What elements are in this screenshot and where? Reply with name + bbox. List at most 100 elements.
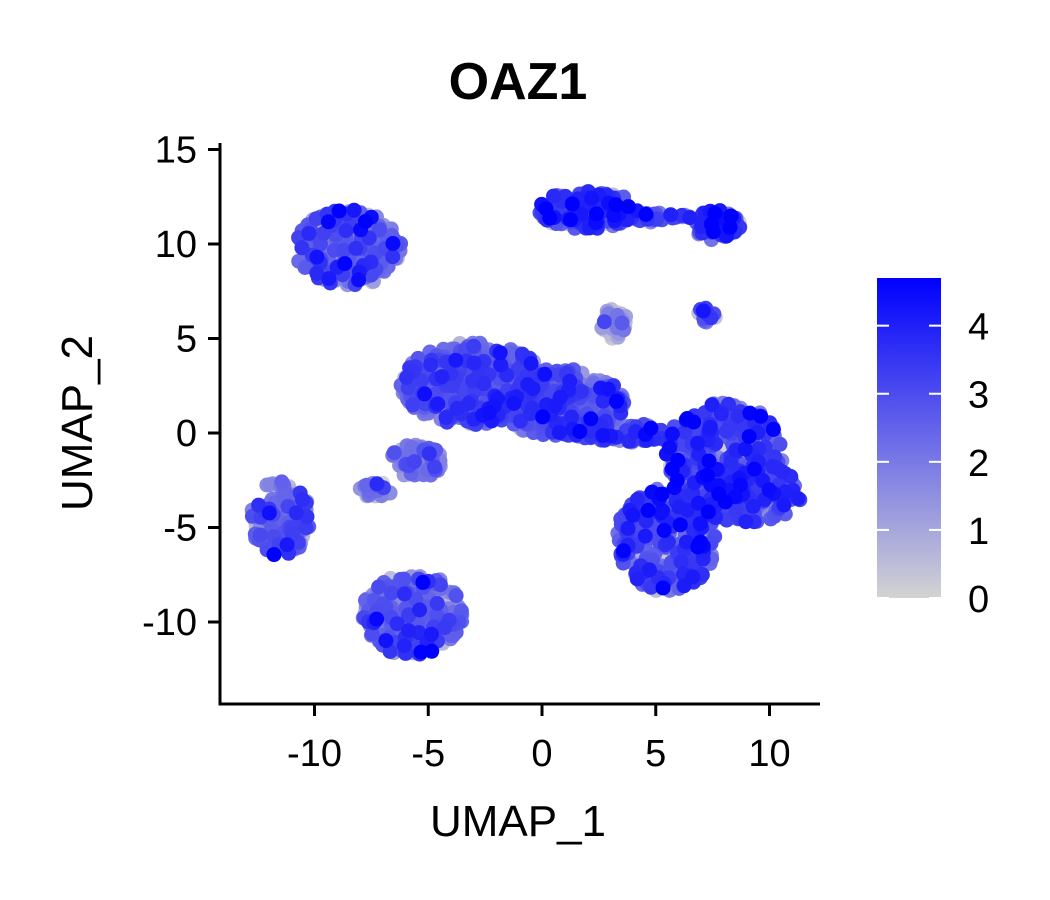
data-point bbox=[396, 571, 412, 587]
data-point bbox=[384, 585, 399, 601]
colorbar-ticks: 0 1 2 3 4 bbox=[877, 307, 989, 621]
data-point bbox=[401, 623, 416, 639]
data-point bbox=[563, 212, 578, 228]
data-point bbox=[309, 265, 325, 281]
data-point bbox=[552, 390, 568, 405]
data-point bbox=[608, 197, 624, 213]
data-point bbox=[331, 203, 347, 219]
data-point bbox=[338, 223, 354, 239]
data-point bbox=[741, 429, 757, 444]
y-tick-label: 5 bbox=[176, 319, 197, 361]
data-point bbox=[691, 495, 706, 511]
data-point bbox=[493, 357, 509, 373]
data-point bbox=[538, 201, 554, 217]
data-points bbox=[244, 184, 808, 662]
data-point bbox=[546, 188, 561, 204]
data-point bbox=[595, 428, 611, 443]
data-point bbox=[396, 638, 412, 654]
data-point bbox=[514, 346, 530, 362]
y-axis-ticks: -10 -5 0 5 10 15 bbox=[142, 130, 220, 644]
data-point bbox=[695, 303, 711, 319]
data-point bbox=[492, 345, 508, 361]
data-point bbox=[690, 435, 706, 451]
data-point bbox=[772, 436, 788, 452]
data-point bbox=[523, 356, 539, 371]
data-point bbox=[685, 569, 701, 585]
data-point bbox=[745, 499, 761, 514]
data-point bbox=[564, 196, 580, 212]
colorbar-tick-label: 4 bbox=[968, 307, 989, 349]
data-point bbox=[583, 411, 599, 427]
data-point bbox=[389, 616, 405, 632]
y-tick-label: -10 bbox=[142, 602, 197, 644]
data-point bbox=[700, 504, 716, 520]
data-point bbox=[413, 644, 429, 660]
data-point bbox=[672, 517, 688, 533]
data-point bbox=[429, 595, 445, 611]
data-point bbox=[288, 505, 304, 521]
data-point bbox=[572, 424, 588, 439]
data-point bbox=[261, 505, 277, 521]
data-point bbox=[761, 482, 777, 498]
data-point bbox=[551, 425, 567, 440]
data-point bbox=[679, 502, 695, 518]
data-point bbox=[351, 272, 367, 288]
data-point bbox=[262, 477, 278, 493]
data-point bbox=[776, 497, 792, 513]
data-point bbox=[640, 502, 656, 518]
data-point bbox=[733, 477, 748, 493]
data-point bbox=[357, 214, 373, 229]
data-point bbox=[677, 424, 693, 440]
data-point bbox=[600, 381, 616, 397]
data-point bbox=[662, 440, 678, 456]
data-point bbox=[427, 459, 442, 475]
y-tick-label: 10 bbox=[155, 224, 197, 266]
data-point bbox=[562, 373, 578, 389]
colorbar-tick-label: 0 bbox=[968, 579, 989, 621]
data-point bbox=[564, 409, 580, 425]
data-point bbox=[506, 396, 522, 411]
data-point bbox=[301, 225, 317, 241]
data-point bbox=[371, 579, 387, 595]
data-point bbox=[654, 486, 670, 502]
data-point bbox=[595, 393, 611, 409]
data-point bbox=[417, 386, 433, 402]
data-point bbox=[372, 222, 388, 238]
data-point bbox=[448, 352, 464, 368]
data-point bbox=[465, 373, 481, 389]
data-point bbox=[424, 626, 439, 642]
colorbar-gradient bbox=[877, 278, 941, 598]
data-point bbox=[701, 453, 717, 469]
data-point bbox=[346, 202, 362, 218]
data-point bbox=[266, 547, 282, 563]
data-point bbox=[320, 214, 336, 230]
data-point bbox=[336, 242, 352, 258]
data-point bbox=[274, 474, 290, 490]
data-point bbox=[453, 603, 469, 619]
y-tick-label: 15 bbox=[155, 130, 197, 172]
data-point bbox=[774, 464, 790, 480]
data-point bbox=[722, 418, 738, 434]
data-point bbox=[252, 527, 268, 543]
data-point bbox=[660, 534, 676, 550]
data-point bbox=[574, 384, 589, 400]
data-point bbox=[437, 620, 452, 636]
data-point bbox=[705, 224, 721, 240]
data-point bbox=[711, 486, 727, 502]
y-tick-label: 0 bbox=[176, 413, 197, 455]
data-point bbox=[337, 256, 353, 272]
data-point bbox=[294, 240, 310, 256]
data-point bbox=[629, 571, 645, 587]
data-point bbox=[476, 376, 492, 392]
data-point bbox=[386, 445, 402, 461]
colorbar-tick-label: 1 bbox=[968, 511, 989, 553]
x-axis-ticks: -10 -5 0 5 10 bbox=[287, 704, 791, 775]
data-point bbox=[432, 577, 448, 593]
x-tick-label: 10 bbox=[748, 733, 790, 775]
data-point bbox=[730, 408, 746, 424]
data-point bbox=[461, 395, 476, 411]
data-point bbox=[629, 492, 645, 507]
color-legend: 0 1 2 3 4 bbox=[877, 278, 989, 621]
y-tick-label: -5 bbox=[163, 508, 197, 550]
data-point bbox=[620, 199, 636, 215]
